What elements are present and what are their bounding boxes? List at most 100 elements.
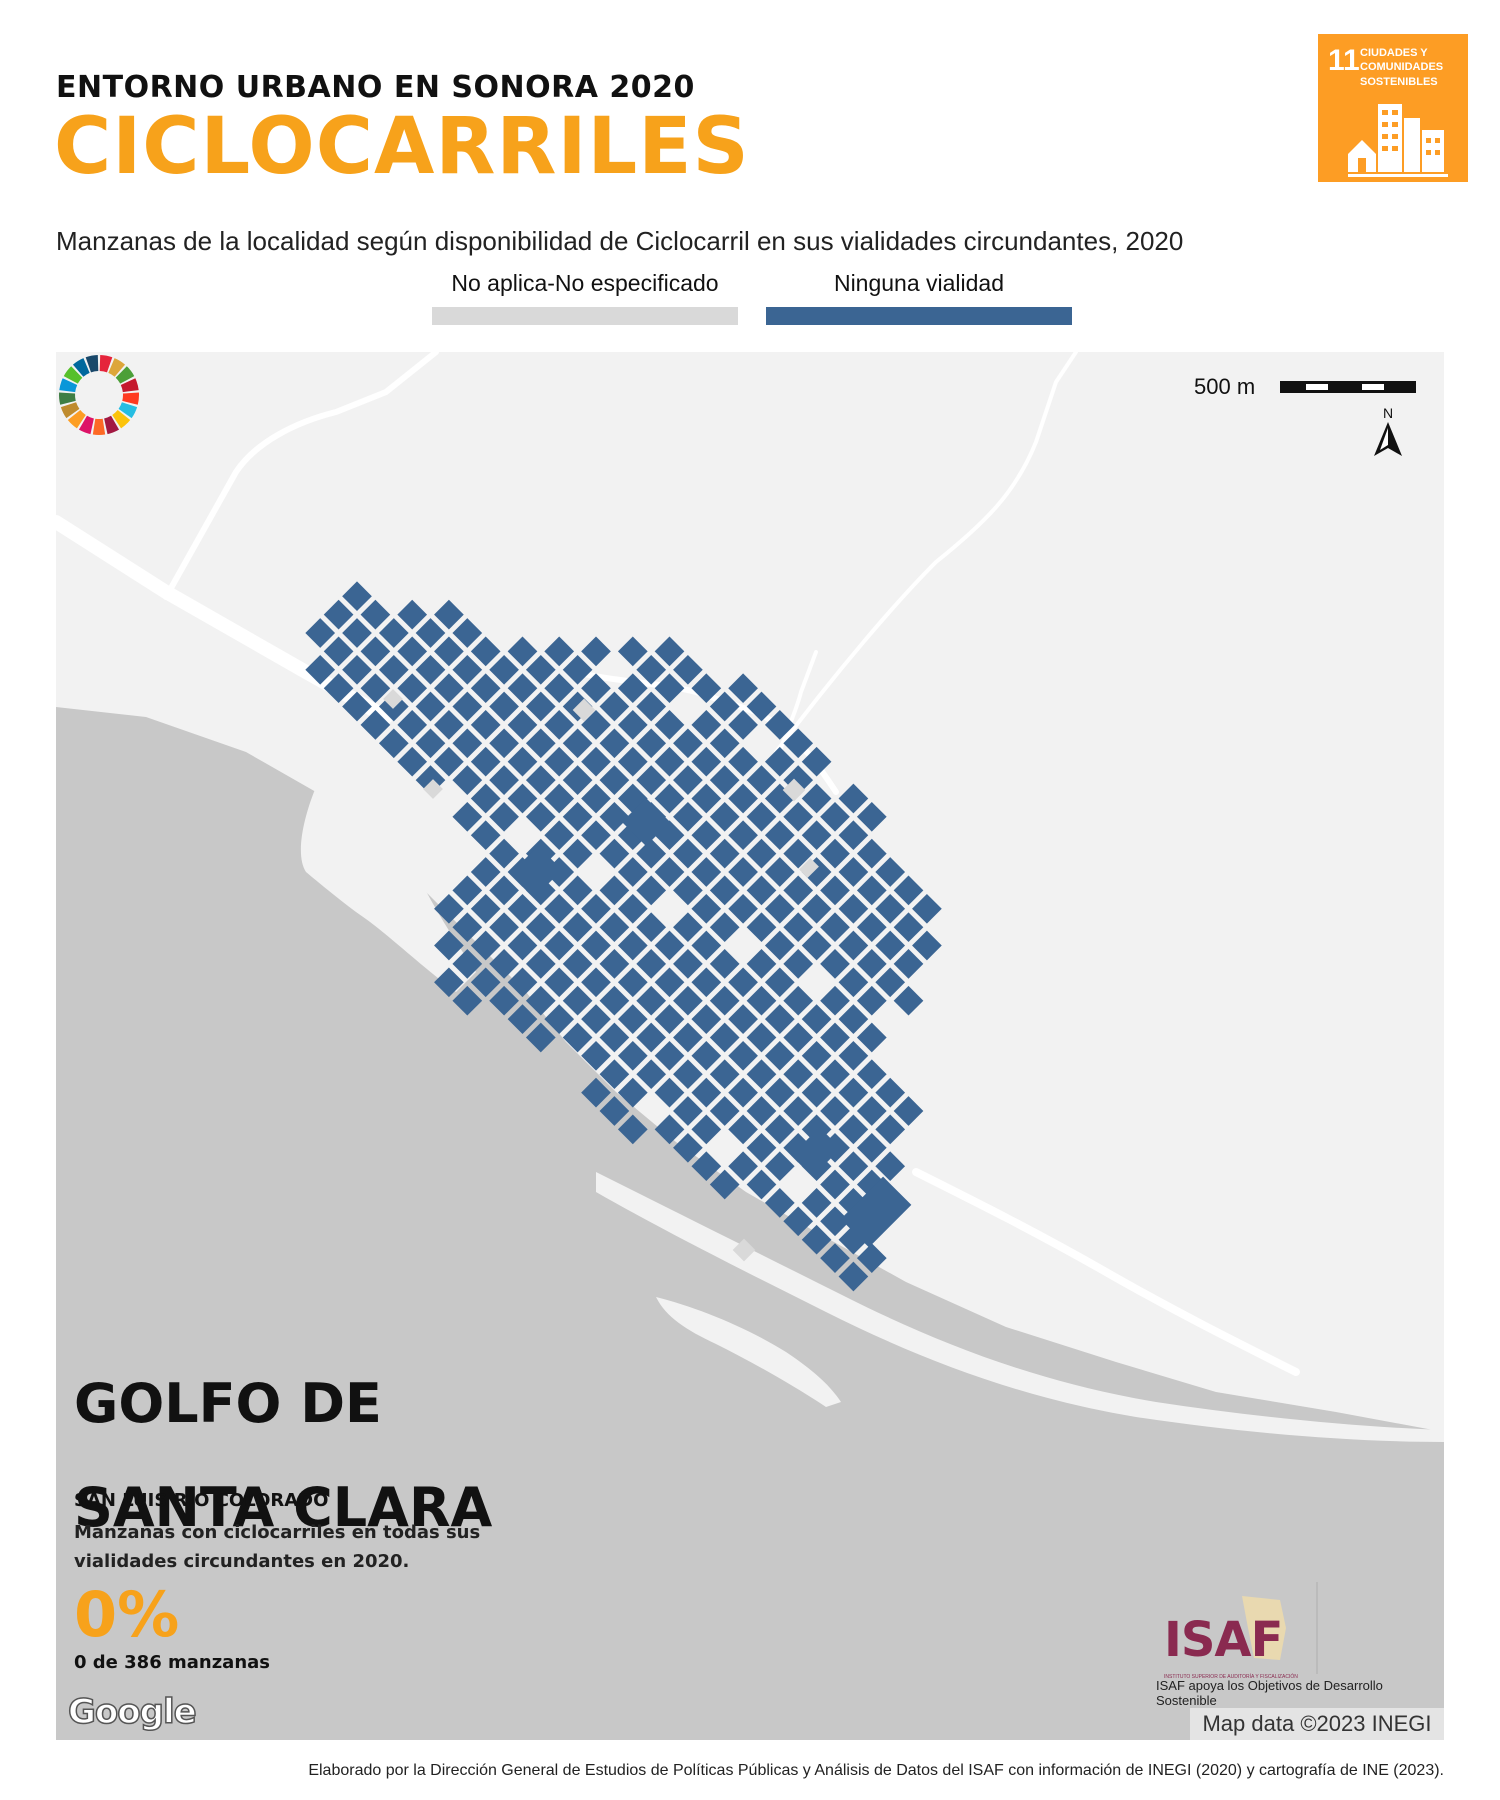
scale-label: 500 m — [1194, 374, 1256, 399]
urban-block — [673, 912, 703, 943]
urban-block — [691, 746, 722, 777]
urban-block — [507, 893, 538, 924]
sdg-wheel-segment — [67, 410, 86, 429]
urban-block — [360, 636, 391, 667]
urban-block — [544, 1004, 575, 1034]
sdg-wheel-segment — [78, 415, 94, 435]
urban-block — [470, 820, 501, 851]
sdg-wheel-segment — [92, 418, 106, 435]
urban-block — [654, 857, 685, 887]
urban-block — [470, 893, 501, 924]
urban-block — [452, 765, 483, 795]
urban-block — [838, 893, 869, 924]
urban-block — [746, 1132, 777, 1163]
urban-block — [581, 967, 611, 998]
urban-block — [617, 636, 648, 667]
sdg-wheel-segment — [115, 366, 135, 384]
urban-block — [691, 930, 722, 961]
urban-block — [875, 1077, 906, 1108]
urban-block — [507, 746, 538, 777]
urban-block — [360, 710, 391, 740]
urban-block — [544, 710, 575, 740]
urban-block — [673, 1132, 703, 1163]
urban-block — [599, 1059, 630, 1090]
urban-block — [654, 636, 685, 667]
urban-block — [562, 875, 593, 906]
urban-block — [691, 1077, 722, 1108]
urban-block — [636, 728, 667, 759]
urban-block — [764, 1114, 795, 1145]
urban-block — [397, 599, 428, 630]
urban-block — [654, 746, 685, 777]
legend-item-na: No aplica-No especificado — [432, 270, 738, 325]
urban-block — [709, 949, 740, 979]
urban-block — [599, 1022, 630, 1053]
urban-block — [617, 967, 648, 998]
sdg-wheel-segment — [118, 402, 138, 419]
report-subtitle: ENTORNO URBANO EN SONORA 2020 — [56, 70, 695, 105]
urban-block — [783, 728, 814, 759]
urban-block — [323, 599, 354, 630]
urban-block — [507, 636, 538, 667]
urban-block — [544, 783, 575, 814]
urban-block — [709, 875, 740, 906]
na-block — [782, 778, 806, 802]
urban-block — [673, 765, 703, 795]
urban-block — [856, 1243, 887, 1273]
urban-block — [397, 710, 428, 740]
urban-block — [875, 857, 906, 887]
urban-block — [838, 1004, 869, 1034]
sdg-text: CIUDADES Y COMUNIDADES SOSTENIBLES — [1360, 47, 1444, 88]
urban-block — [728, 893, 758, 924]
urban-block — [562, 765, 593, 795]
urban-block — [746, 1022, 777, 1053]
urban-block — [544, 893, 575, 924]
urban-block — [525, 985, 556, 1016]
urban-block — [378, 654, 409, 685]
urban-block — [581, 746, 611, 777]
urban-block — [562, 985, 593, 1016]
urban-block — [452, 691, 483, 722]
urban-block — [415, 728, 446, 759]
urban-block — [709, 838, 740, 869]
urban-block — [728, 967, 758, 998]
urban-block — [654, 710, 685, 740]
urban-block — [709, 691, 740, 722]
urban-block — [746, 1169, 777, 1200]
coastal-road — [912, 1168, 1300, 1376]
urban-block — [654, 1004, 685, 1034]
urban-block — [599, 765, 630, 795]
urban-block — [893, 912, 924, 943]
map-panel[interactable]: 500 m N GOLFO DE SANTA CLARA SAN LUIS RÍ… — [56, 352, 1444, 1740]
urban-block — [783, 801, 814, 832]
urban-block — [783, 912, 814, 943]
urban-block — [893, 875, 924, 906]
urban-block — [525, 949, 556, 979]
sea-area — [56, 707, 1444, 1740]
sdg-wheel-icon — [59, 355, 139, 435]
urban-block — [599, 912, 630, 943]
urban-block — [783, 1022, 814, 1053]
urban-block — [709, 1059, 740, 1090]
urban-block — [397, 746, 428, 777]
map-canvas — [56, 352, 1444, 1740]
urban-block — [489, 765, 519, 795]
urban-block — [434, 599, 464, 630]
urban-block — [820, 838, 850, 869]
urban-block — [709, 801, 740, 832]
urban-block — [893, 985, 924, 1016]
urban-block — [415, 618, 446, 648]
municipality-name: SAN LUIS RÍO COLORADO — [74, 1490, 329, 1511]
urban-block — [599, 691, 630, 722]
sdg-wheel-segment — [122, 392, 139, 405]
urban-block — [323, 636, 354, 667]
urban-block — [801, 783, 832, 814]
isaf-tagline: ISAF apoya los Objetivos de Desarrollo S… — [1156, 1678, 1383, 1708]
isaf-logo: ISAF INSTITUTO SUPERIOR DE AUDITORÍA Y F… — [1164, 1588, 1304, 1680]
urban-block — [489, 801, 519, 832]
sdg-wheel-segment — [72, 358, 90, 377]
urban-block — [764, 820, 795, 851]
urban-block — [581, 1004, 611, 1034]
urban-block — [617, 1114, 648, 1145]
urban-block — [507, 673, 538, 704]
